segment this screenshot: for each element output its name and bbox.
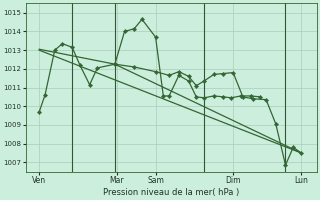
X-axis label: Pression niveau de la mer( hPa ): Pression niveau de la mer( hPa ) — [103, 188, 239, 197]
